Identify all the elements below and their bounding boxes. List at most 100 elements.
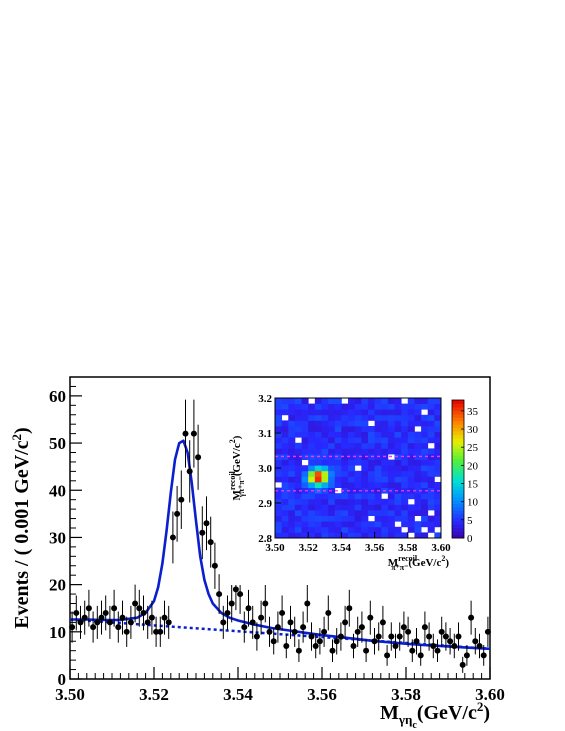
heatmap-cell <box>387 504 395 511</box>
y-tick-label: 0 <box>58 670 67 689</box>
heatmap-cell <box>281 515 289 522</box>
heatmap-cell <box>434 465 442 472</box>
data-point <box>207 539 214 546</box>
heatmap-cell <box>367 482 375 488</box>
heatmap-cell <box>394 532 402 539</box>
heatmap-cell <box>427 420 435 427</box>
heatmap-cell <box>301 431 309 438</box>
heatmap-cell <box>301 482 309 488</box>
data-point <box>321 628 328 635</box>
heatmap-cell <box>288 510 296 516</box>
heatmap-cell <box>294 470 302 477</box>
data-point <box>434 647 441 654</box>
heatmap-cell <box>308 504 316 511</box>
heatmap-cell <box>341 448 349 455</box>
heatmap-cell <box>348 482 356 488</box>
heatmap-cell <box>381 420 389 427</box>
heatmap-cell <box>288 487 296 494</box>
colorbar-tick-label: 0 <box>467 533 473 545</box>
heatmap-cell <box>301 476 309 483</box>
heatmap-cell <box>407 510 415 516</box>
heatmap-cell <box>341 498 349 505</box>
heatmap-cell <box>401 409 409 416</box>
heatmap-cell <box>321 398 329 404</box>
heatmap-cell <box>348 510 356 516</box>
heatmap-cell <box>427 521 435 528</box>
heatmap-cell <box>407 454 415 460</box>
heatmap-cell <box>381 515 389 522</box>
heatmap-cell <box>414 470 422 477</box>
heatmap-cell <box>341 515 349 522</box>
heatmap-cell <box>434 493 442 500</box>
heatmap-cell <box>421 493 429 500</box>
heatmap-cell <box>381 409 389 416</box>
heatmap-cell <box>275 487 283 494</box>
heatmap-cell <box>381 459 389 466</box>
data-point <box>342 619 349 626</box>
colorbar-segment <box>452 534 464 539</box>
heatmap-cell <box>401 459 409 466</box>
heatmap-cell <box>374 420 382 427</box>
heatmap-cell <box>308 414 316 421</box>
heatmap-cell <box>401 442 409 449</box>
heatmap-cell <box>394 414 402 421</box>
y-tick-label: 10 <box>49 623 66 642</box>
colorbar-segment <box>452 403 464 408</box>
heatmap-cell <box>334 532 342 539</box>
heatmap-cell <box>374 448 382 455</box>
main-x-axis-title: Mγηc(GeV/c2) <box>380 699 490 731</box>
heatmap-cell <box>414 487 422 494</box>
heatmap-cell <box>421 459 429 466</box>
heatmap-cell <box>341 493 349 500</box>
heatmap-cell <box>387 526 395 533</box>
heatmap-cell <box>361 403 369 410</box>
data-point <box>148 614 155 621</box>
heatmap-cell <box>387 431 395 438</box>
heatmap-cell <box>301 403 309 410</box>
heatmap-cell <box>314 470 322 477</box>
heatmap-cell <box>275 504 283 511</box>
heatmap-cell <box>427 426 435 432</box>
heatmap-cell <box>288 448 296 455</box>
heatmap-cell <box>281 526 289 533</box>
heatmap-cell <box>414 482 422 488</box>
heatmap-cell <box>321 414 329 421</box>
heatmap-cell <box>421 403 429 410</box>
heatmap-cell <box>275 437 283 444</box>
heatmap-cell <box>281 498 289 505</box>
heatmap-cell <box>407 426 415 432</box>
colorbar-tick-label: 30 <box>467 424 479 436</box>
colorbar-segment <box>452 500 464 504</box>
heatmap-cell <box>394 510 402 516</box>
colorbar-tick-label: 10 <box>467 497 479 509</box>
heatmap-cell <box>401 470 409 477</box>
heatmap-cell <box>308 526 316 533</box>
x-tick-label: 3.54 <box>223 685 253 704</box>
colorbar-segment <box>452 493 464 498</box>
heatmap-cell <box>288 420 296 427</box>
colorbar-segment <box>452 472 464 477</box>
heatmap-cell <box>341 414 349 421</box>
heatmap-cell <box>367 409 375 416</box>
heatmap-cell <box>407 414 415 421</box>
heatmap-cell <box>275 454 283 460</box>
heatmap-cell <box>401 437 409 444</box>
colorbar-segment <box>452 524 464 529</box>
data-point <box>241 624 248 631</box>
heatmap-cell <box>341 431 349 438</box>
data-point <box>220 619 227 626</box>
data-point <box>85 605 92 612</box>
heatmap-cell <box>341 510 349 516</box>
heatmap-cell <box>434 420 442 427</box>
heatmap-cell <box>414 398 422 404</box>
heatmap-cell <box>361 420 369 427</box>
colorbar-segment <box>452 469 464 473</box>
heatmap-cell <box>334 515 342 522</box>
heatmap-cell <box>387 510 395 516</box>
heatmap-cell <box>361 414 369 421</box>
data-point <box>413 638 420 645</box>
data-point <box>295 647 302 654</box>
heatmap-cell <box>414 459 422 466</box>
heatmap-cell <box>427 403 435 410</box>
heatmap-cell <box>361 426 369 432</box>
